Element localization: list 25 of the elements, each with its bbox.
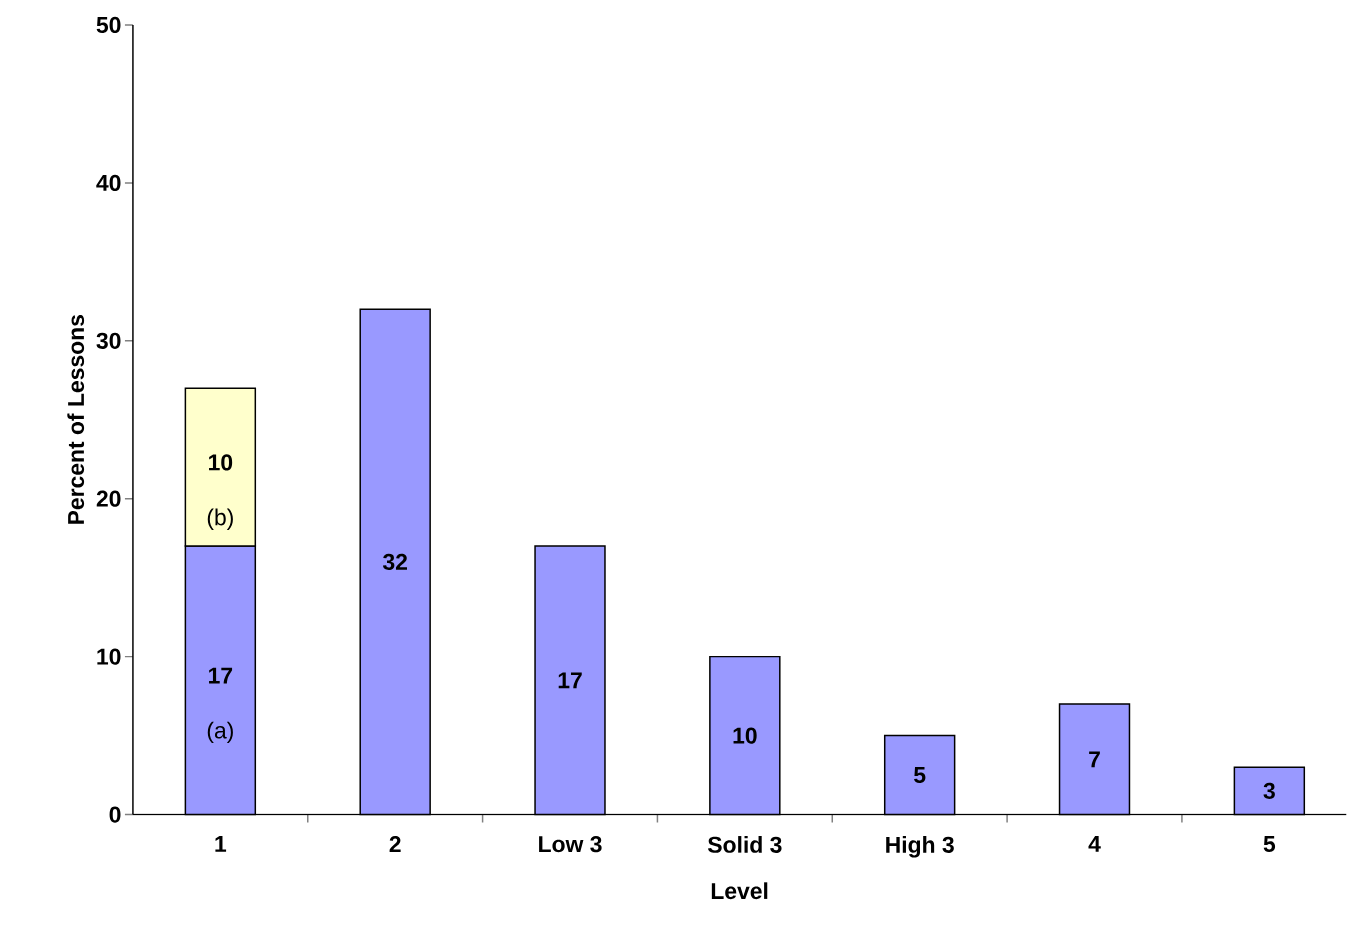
y-tick-label: 40 (96, 174, 121, 191)
y-tick-label: 30 (96, 332, 121, 349)
data-label: 5 (914, 766, 926, 783)
x-tick-label: 1 (215, 835, 227, 852)
data-label: 10 (209, 454, 233, 471)
x-tick-label: 4 (1088, 835, 1101, 852)
data-label: 7 (1089, 751, 1100, 767)
data-label: 17 (209, 667, 233, 684)
annotation: (b) (207, 508, 233, 530)
annotation: (a) (207, 721, 233, 743)
y-tick-label: 10 (97, 648, 121, 665)
x-tick-label: 2 (389, 835, 401, 852)
x-tick-label: High 3 (886, 835, 954, 858)
y-tick-label: 0 (109, 806, 121, 823)
data-label: 10 (733, 727, 757, 744)
x-axis-title: Level (711, 882, 768, 899)
y-axis-title: Percent of Lessons (67, 314, 85, 524)
y-tick-label: 50 (96, 16, 121, 33)
x-tick-label: 5 (1263, 835, 1276, 852)
y-tick-label: 20 (96, 490, 121, 507)
data-label: 32 (382, 553, 407, 570)
data-label: 17 (558, 672, 582, 688)
data-label: 3 (1263, 782, 1275, 799)
x-tick-label: Solid 3 (707, 835, 782, 853)
x-tick-label: Low 3 (539, 835, 602, 853)
